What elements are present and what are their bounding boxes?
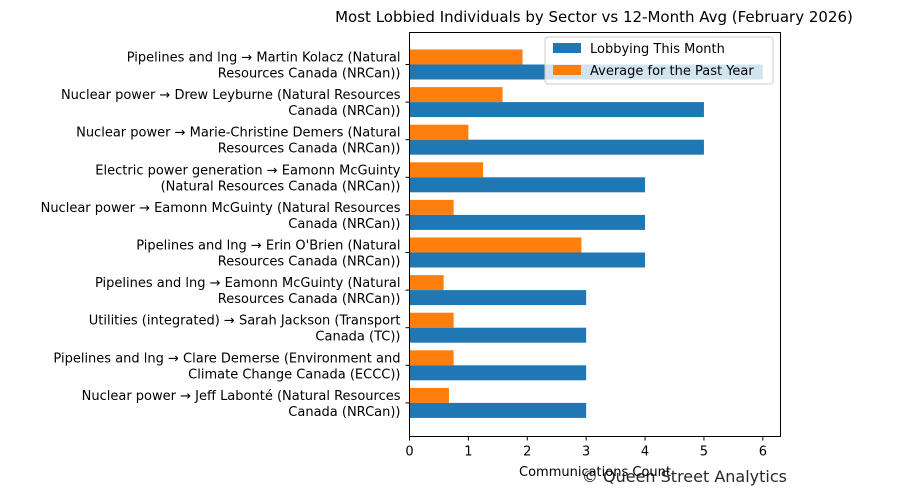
legend: Lobbying This Month Average for the Past…: [544, 36, 774, 85]
legend-box: [544, 36, 774, 85]
x-tick-label-3: 3: [582, 445, 590, 460]
y-tick-label-4: Nuclear power → Eamonn McGuinty (Natural…: [41, 201, 401, 232]
x-tick-label-4: 4: [641, 445, 649, 460]
x-axis-label: Communications Count: [519, 465, 671, 480]
bar-this-month-9: [409, 402, 587, 418]
legend-label-average-past-year: Average for the Past Year: [590, 64, 754, 79]
bars-layer: [409, 49, 763, 418]
bar-this-month-8: [409, 365, 587, 381]
x-tick-label-2: 2: [523, 445, 531, 460]
y-axis: Pipelines and lng → Martin Kolacz (Natur…: [41, 51, 410, 420]
bar-this-month-4: [409, 214, 646, 230]
bar-this-month-5: [409, 252, 646, 268]
bar-average-2: [409, 124, 469, 140]
bar-this-month-6: [409, 290, 587, 306]
plot-frame: [409, 32, 781, 437]
y-tick-label-8: Pipelines and lng → Clare Demerse (Envir…: [53, 351, 400, 382]
x-tick-label-1: 1: [464, 445, 472, 460]
bar-average-9: [409, 387, 449, 403]
bar-this-month-1: [409, 102, 704, 118]
bar-average-7: [409, 312, 454, 328]
legend-label-lobbying-this-month: Lobbying This Month: [590, 42, 725, 57]
x-axis: 0 1 2 3 4 5 6: [405, 436, 767, 460]
y-tick-label-3: Electric power generation → Eamonn McGui…: [95, 163, 401, 194]
bar-average-4: [409, 199, 454, 215]
y-tick-label-2: Nuclear power → Marie-Christine Demers (…: [76, 126, 400, 157]
y-tick-label-0: Pipelines and lng → Martin Kolacz (Natur…: [127, 51, 401, 82]
bar-average-6: [409, 275, 444, 291]
bar-this-month-3: [409, 177, 646, 193]
y-tick-label-1: Nuclear power → Drew Leyburne (Natural R…: [61, 88, 401, 119]
bar-this-month-2: [409, 139, 704, 155]
legend-swatch-average-past-year: [553, 65, 581, 75]
x-tick-label-0: 0: [405, 445, 413, 460]
legend-swatch-lobbying-this-month: [553, 43, 581, 53]
y-tick-label-5: Pipelines and lng → Erin O'Brien (Natura…: [136, 239, 400, 270]
bar-average-8: [409, 350, 454, 366]
chart-title: Most Lobbied Individuals by Sector vs 12…: [335, 8, 853, 26]
y-tick-label-9: Nuclear power → Jeff Labonté (Natural Re…: [82, 389, 401, 420]
watermark: © Queen Street Analytics: [582, 467, 787, 486]
y-tick-label-7: Utilities (integrated) → Sarah Jackson (…: [89, 314, 401, 345]
bar-average-5: [409, 237, 582, 253]
x-tick-label-5: 5: [700, 445, 708, 460]
x-tick-label-6: 6: [759, 445, 767, 460]
bar-average-3: [409, 162, 484, 178]
bar-average-1: [409, 87, 503, 103]
bar-average-0: [409, 49, 523, 65]
bar-this-month-7: [409, 327, 587, 343]
y-tick-label-6: Pipelines and lng → Eamonn McGuinty (Nat…: [95, 276, 401, 307]
